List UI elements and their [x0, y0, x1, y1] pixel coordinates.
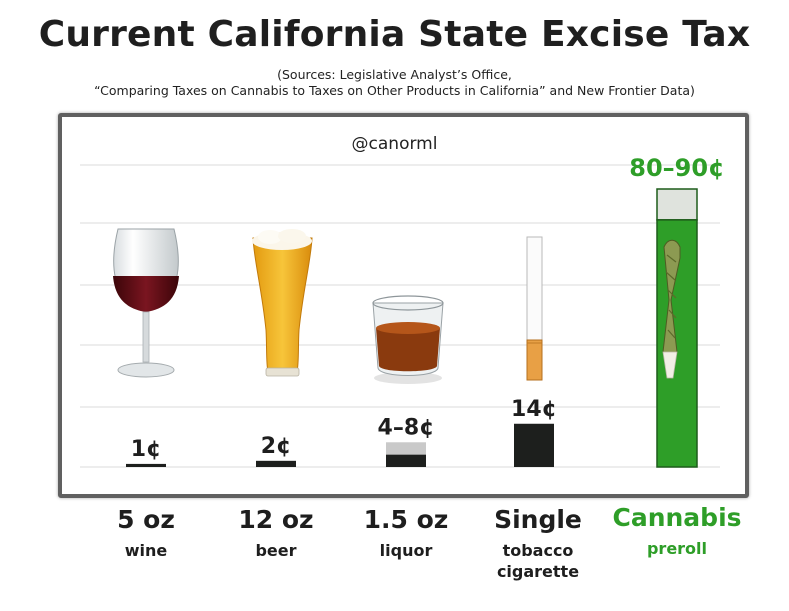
liquor-glass-icon — [372, 295, 444, 384]
bar-range-2 — [386, 442, 426, 455]
data-label-3: 14¢ — [511, 397, 557, 422]
category-sub-label: liquor — [331, 540, 481, 561]
category-sub-label: tobacco cigarette — [463, 540, 613, 582]
data-label-1: 2¢ — [261, 434, 292, 459]
category-sub-line: tobacco — [502, 541, 574, 560]
handle-label: @canorml — [351, 134, 438, 154]
preroll-icon — [662, 239, 681, 380]
bar-2 — [386, 454, 426, 467]
category-label: Single tobacco cigarette — [463, 505, 613, 582]
category-sub-label: preroll — [602, 538, 752, 559]
category-main-label: 12 oz — [238, 505, 314, 534]
bar-1 — [256, 460, 296, 467]
beer-glass-icon — [252, 229, 313, 377]
category-sub-label: beer — [201, 540, 351, 561]
category-sub-line: preroll — [646, 539, 708, 558]
category-main-label: 1.5 oz — [363, 505, 449, 534]
category-label: 12 oz beer — [201, 505, 351, 561]
source-line-1: (Sources: Legislative Analyst’s Office, — [277, 67, 512, 82]
wine-glass-icon — [113, 228, 179, 378]
category-sub-line: beer — [255, 541, 297, 560]
category-label: 1.5 oz liquor — [331, 505, 481, 561]
category-sub-line: cigarette — [496, 562, 580, 581]
bar-3 — [514, 423, 554, 467]
category-sub-line: wine — [124, 541, 168, 560]
data-label-2: 4–8¢ — [378, 415, 435, 440]
category-sub-line: liquor — [379, 541, 433, 560]
source-line-2: “Comparing Taxes on Cannabis to Taxes on… — [94, 83, 695, 98]
category-sub-label: wine — [71, 540, 221, 561]
chart-title: Current California State Excise Tax — [38, 14, 751, 55]
bar-0 — [126, 463, 166, 467]
data-label-0: 1¢ — [131, 437, 162, 462]
category-main-label: Cannabis — [612, 503, 742, 532]
category-label: Cannabis preroll — [602, 503, 752, 559]
data-label-4: 80–90¢ — [629, 154, 725, 182]
cigarette-icon — [526, 236, 543, 381]
category-main-label: 5 oz — [117, 505, 175, 534]
category-main-label: Single — [494, 505, 582, 534]
bar-range-4 — [656, 188, 698, 221]
category-label: 5 oz wine — [71, 505, 221, 561]
